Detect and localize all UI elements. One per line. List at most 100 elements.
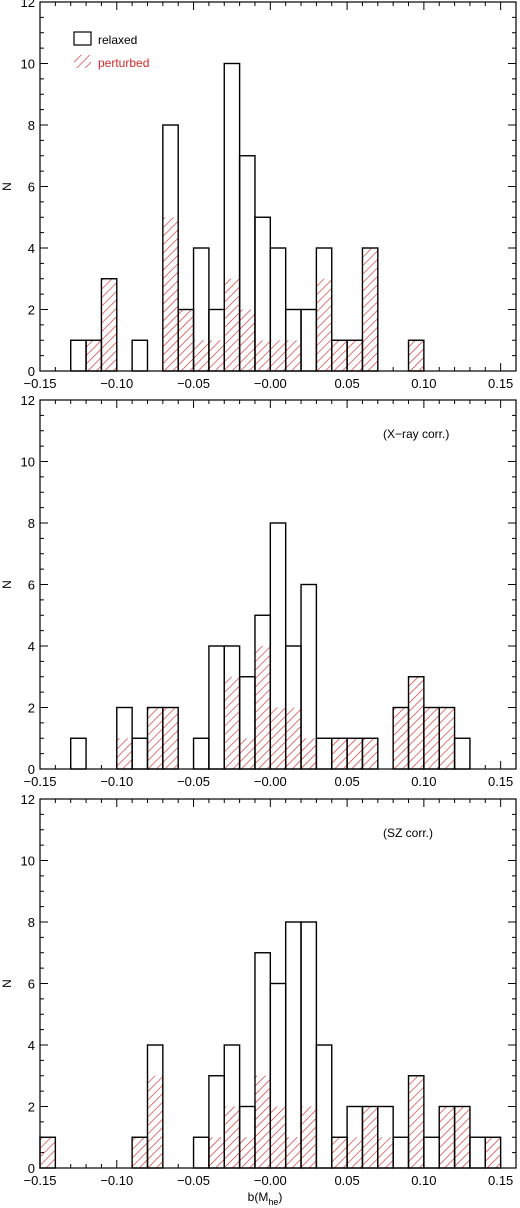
y-tick-label: 2 [28,701,35,716]
x-tick-label: −0.05 [177,774,210,789]
legend-perturbed-swatch [74,55,91,68]
perturbed-bar [270,1106,286,1168]
perturbed-bar [254,646,271,769]
perturbed-bar [285,1137,302,1168]
y-tick-label: 8 [28,118,35,133]
perturbed-bar [239,309,255,371]
panel-3: −0.15 −0.10 −0.05 −0.00 0.05 0.10 0.15 0 2 4 6 8 10 1… [0,792,517,1207]
perturbed-bar [347,340,363,371]
perturbed-bar [439,1106,455,1168]
perturbed-bar [301,738,317,769]
x-tick-label: 0.15 [488,1173,513,1188]
legend-perturbed-label: perturbed [98,56,149,70]
perturbed-bar [147,1075,163,1168]
panel-annotation: (SZ corr.) [383,826,433,840]
relaxed-bar [315,1044,333,1169]
y-tick-label: 0 [28,1161,35,1176]
perturbed-bar [147,707,163,769]
perturbed-bar [224,278,240,371]
perturbed-bar [132,1137,148,1168]
x-tick-label: −0.10 [100,774,133,789]
perturbed-bar [331,340,348,371]
relaxed-bar [192,1136,210,1169]
perturbed-bar [347,1137,363,1168]
y-tick-label: 10 [21,854,35,869]
perturbed-bar [208,340,225,371]
perturbed-bar [408,340,424,371]
perturbed-bar [454,1106,470,1168]
y-tick-label: 4 [28,1038,35,1053]
y-tick-label: 8 [28,915,35,930]
y-tick-label: 10 [21,455,35,470]
relaxed-bar [70,737,87,770]
y-tick-label: 0 [28,364,35,379]
perturbed-bar [86,340,102,371]
x-tick-label: 0.10 [411,376,436,391]
perturbed-bar [362,1106,378,1168]
perturbed-bar [270,707,286,769]
perturbed-bar [377,1137,394,1168]
panel-2: −0.15 −0.10 −0.05 −0.00 0.05 0.10 0.15 0 2 4 6 8 10 1… [0,393,517,789]
legend-relaxed-swatch [73,31,92,46]
x-tick-label: −0.00 [254,1173,287,1188]
y-tick-label: 10 [21,57,35,72]
x-tick-label: −0.15 [24,376,57,391]
x-tick-label: −0.10 [100,376,133,391]
x-tick-label: 0.05 [334,774,359,789]
perturbed-bar [254,340,271,371]
perturbed-bar [393,707,409,769]
perturbed-bar [208,1137,225,1168]
y-tick-label: 2 [28,303,35,318]
x-tick-label: −0.00 [254,376,287,391]
y-axis-title: N [0,979,14,988]
y-axis-title: N [0,580,14,589]
x-axis-title: b(Mhe) [248,1190,283,1207]
perturbed-bar [408,1075,424,1168]
y-tick-label: 0 [28,762,35,777]
y-tick-label: 4 [28,241,35,256]
x-tick-label: 0.10 [411,774,436,789]
perturbed-bar [224,676,240,769]
y-tick-label: 12 [21,0,35,10]
perturbed-bar [162,707,179,769]
perturbed-bar [162,217,179,371]
perturbed-bar [40,1137,56,1168]
perturbed-bar [331,1137,348,1168]
x-tick-label: −0.05 [177,376,210,391]
x-tick-label: −0.10 [100,1173,133,1188]
perturbed-bar [116,738,133,769]
y-tick-label: 6 [28,578,35,593]
x-tick-label: 0.05 [334,376,359,391]
perturbed-bar [408,676,424,769]
x-tick-label: 0.15 [488,376,513,391]
x-tick-label: 0.10 [411,1173,436,1188]
relaxed-bar [131,339,149,372]
relaxed-bar [208,645,225,770]
x-tick-label: −0.15 [24,774,57,789]
y-tick-label: 4 [28,639,35,654]
legend: relaxed perturbed [73,31,149,70]
x-tick-label: −0.00 [254,774,287,789]
x-tick-label: −0.15 [24,1173,57,1188]
legend-relaxed-label: relaxed [98,33,137,47]
relaxed-bar [392,1136,410,1169]
perturbed-bar [224,1106,240,1168]
relaxed-bar [192,737,210,770]
perturbed-bar [285,707,302,769]
perturbed-bar [254,1075,271,1168]
panel-1: −0.15 −0.10 −0.05 −0.00 0.05 0.10 0.15 0 2 4 6 8 10 1… [0,0,517,391]
y-tick-label: 2 [28,1100,35,1115]
perturbed-bar [331,738,348,769]
relaxed-bar [315,737,333,770]
perturbed-bar [439,707,455,769]
perturbed-bar [193,340,209,371]
x-tick-label: 0.05 [334,1173,359,1188]
y-tick-label: 6 [28,180,35,195]
perturbed-bar [423,707,440,769]
perturbed-bar [178,309,194,371]
y-axis-title: N [0,182,14,191]
relaxed-bar [131,737,149,770]
relaxed-bar [453,737,471,770]
x-tick-label: 0.15 [488,774,513,789]
